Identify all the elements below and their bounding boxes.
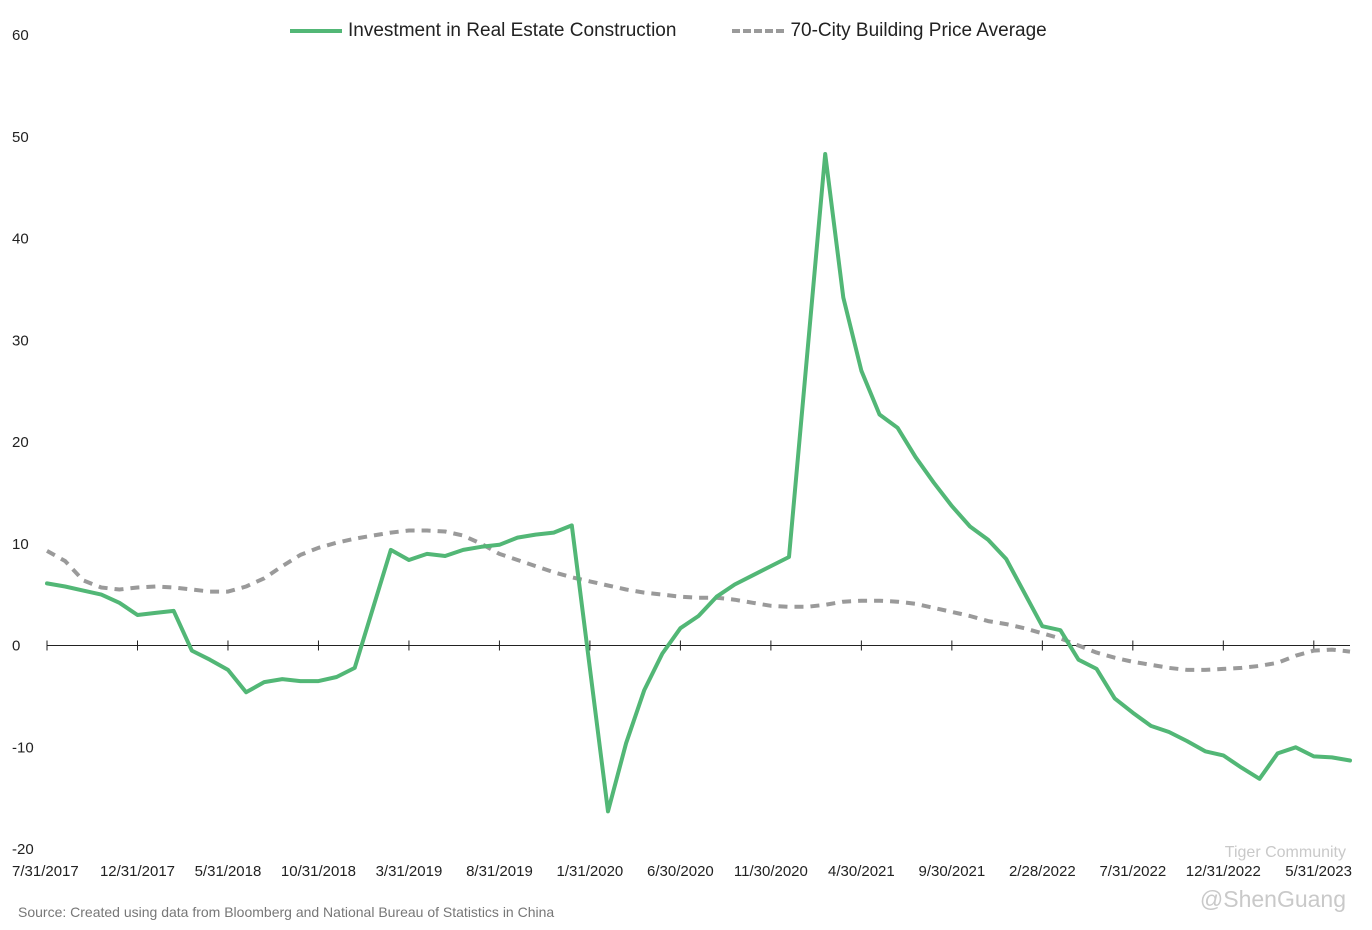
- legend-label-price-average: 70-City Building Price Average: [790, 20, 1047, 41]
- series-line-investment: [45, 152, 1352, 814]
- x-tick-label: 12/31/2022: [1186, 863, 1261, 880]
- y-tick-label: 0: [12, 638, 20, 655]
- y-tick-label: 50: [12, 129, 29, 146]
- watermark-handle: @ShenGuang: [1199, 886, 1346, 912]
- x-tick-label: 8/31/2019: [466, 863, 533, 880]
- legend-swatch-dashed-line: [732, 29, 785, 33]
- source-note: Source: Created using data from Bloomber…: [18, 904, 555, 920]
- y-tick-label: 60: [12, 27, 29, 44]
- x-tick-label: 5/31/2023: [1285, 863, 1352, 880]
- legend-label-investment: Investment in Real Estate Construction: [348, 20, 677, 41]
- y-tick-label: -10: [12, 739, 34, 756]
- y-tick-label: -20: [12, 841, 34, 858]
- legend-item-price-average[interactable]: 70-City Building Price Average: [732, 20, 1047, 42]
- y-tick-label: 30: [12, 332, 29, 349]
- x-tick-label: 10/31/2018: [281, 863, 356, 880]
- legend-swatch-solid-line: [290, 29, 342, 33]
- x-tick-label: 12/31/2017: [100, 863, 175, 880]
- x-tick-label: 1/31/2020: [557, 863, 624, 880]
- x-tick-label: 3/31/2019: [376, 863, 443, 880]
- x-tick-label: 6/30/2020: [647, 863, 714, 880]
- x-tick-label: 9/30/2021: [918, 863, 985, 880]
- watermark-community: Tiger Community: [1224, 844, 1346, 861]
- y-tick-label: 40: [12, 231, 29, 248]
- x-tick-label: 7/31/2022: [1099, 863, 1166, 880]
- series-line-price-average: [46, 528, 1351, 672]
- x-tick-label: 7/31/2017: [12, 863, 79, 880]
- x-tick-label: 11/30/2020: [734, 863, 808, 880]
- y-tick-label: 10: [12, 536, 29, 553]
- legend: Investment in Real Estate Construction 7…: [290, 20, 1103, 42]
- legend-item-investment[interactable]: Investment in Real Estate Construction: [290, 20, 676, 42]
- x-tick-label: 4/30/2021: [828, 863, 895, 880]
- y-tick-label: 20: [12, 434, 29, 451]
- x-tick-label: 2/28/2022: [1009, 863, 1076, 880]
- x-tick-label: 5/31/2018: [195, 863, 262, 880]
